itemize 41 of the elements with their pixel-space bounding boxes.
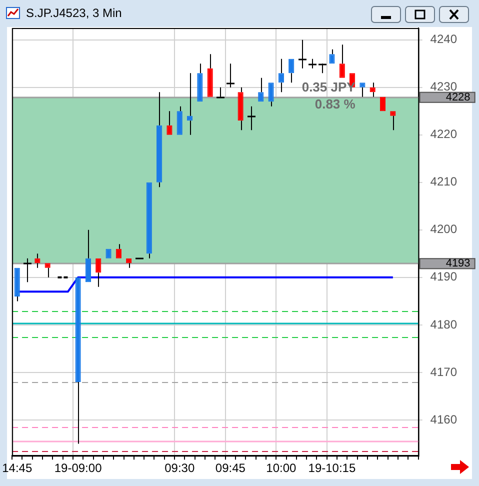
candlestick [126, 258, 132, 268]
candlestick [268, 82, 274, 107]
annotation: 0.35 JPY [302, 79, 356, 94]
y-tick-label: 4210 [430, 174, 458, 189]
candlestick [329, 48, 335, 64]
candlestick [85, 229, 92, 282]
candlestick [339, 44, 345, 78]
candlestick [207, 54, 213, 97]
ref-line-label: 4228 [446, 91, 470, 104]
candlestick [258, 77, 264, 102]
candlestick [34, 253, 40, 268]
ref-line-label: 4193 [446, 258, 470, 270]
x-tick-label: 10:00 [266, 461, 297, 476]
candlestick [197, 63, 203, 102]
y-tick-label: 4230 [430, 80, 458, 94]
y-tick-label: 4180 [430, 317, 458, 332]
x-tick-label: 14:45 [2, 461, 32, 476]
candlestick [156, 92, 162, 188]
candlestick [186, 72, 193, 136]
candlestick [278, 58, 284, 93]
y-tick-label: 4200 [430, 222, 458, 236]
candlestick [390, 111, 396, 131]
y-tick-label: 4190 [430, 270, 458, 284]
y-tick-label: 4170 [430, 364, 458, 379]
annotation: 0.83 % [314, 96, 356, 112]
candlestick [146, 182, 152, 259]
x-tick-label: 09:30 [164, 461, 195, 476]
candlestick [166, 110, 172, 135]
candlestick [238, 86, 244, 131]
y-tick-label: 4220 [430, 127, 458, 142]
x-tick-label: 19-09:00 [54, 461, 102, 476]
candlestick [75, 277, 81, 444]
candlestick [96, 258, 102, 288]
chart-title: S.JP.J4523, 3 Min [26, 6, 122, 20]
y-tick-label: 4240 [430, 32, 458, 46]
x-tick-label: 19-10:15 [308, 461, 356, 476]
candlestick [176, 106, 182, 135]
candlestick [116, 244, 122, 258]
y-tick-label: 4160 [430, 412, 458, 426]
x-tick-label: 09:45 [215, 461, 246, 476]
candlestick [370, 82, 376, 98]
